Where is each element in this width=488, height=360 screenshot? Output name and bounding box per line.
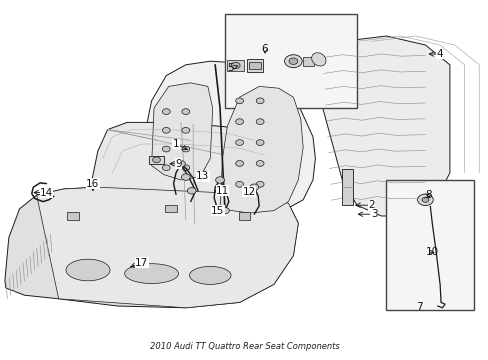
Text: 15: 15 (210, 206, 224, 216)
Polygon shape (5, 187, 298, 308)
Text: 17: 17 (135, 258, 148, 268)
Circle shape (162, 165, 170, 171)
Bar (67, 212, 79, 220)
Text: 12: 12 (242, 186, 256, 197)
Polygon shape (220, 86, 303, 213)
Text: 10: 10 (425, 247, 438, 257)
Circle shape (256, 98, 264, 104)
Bar (303, 57, 313, 66)
Circle shape (215, 177, 224, 183)
Bar (246, 59, 262, 72)
Circle shape (417, 194, 432, 206)
Text: 16: 16 (86, 179, 100, 189)
Circle shape (162, 146, 170, 152)
Circle shape (176, 161, 185, 167)
Ellipse shape (124, 264, 178, 284)
Polygon shape (90, 122, 283, 227)
Bar (165, 205, 177, 212)
Text: 5: 5 (227, 63, 234, 73)
Circle shape (284, 55, 302, 68)
Ellipse shape (189, 266, 231, 284)
Circle shape (181, 174, 190, 180)
Polygon shape (37, 187, 298, 308)
Circle shape (187, 188, 196, 194)
Text: 14: 14 (40, 188, 53, 198)
Circle shape (220, 207, 229, 214)
Circle shape (182, 109, 189, 114)
Text: 13: 13 (196, 171, 209, 181)
Bar (386, 180, 473, 310)
Circle shape (288, 58, 297, 64)
Bar (238, 212, 250, 220)
Circle shape (231, 62, 240, 69)
Circle shape (182, 127, 189, 133)
Circle shape (182, 165, 189, 171)
Text: 1: 1 (172, 139, 179, 149)
Text: 11: 11 (215, 186, 229, 196)
Text: 4: 4 (436, 49, 443, 59)
Text: 9: 9 (175, 159, 182, 169)
Text: 3: 3 (370, 209, 377, 219)
Bar (149, 156, 163, 164)
Text: 2: 2 (367, 200, 374, 210)
Circle shape (256, 119, 264, 125)
Circle shape (249, 184, 258, 190)
Circle shape (235, 181, 243, 187)
Circle shape (256, 181, 264, 187)
Bar (227, 60, 244, 71)
Circle shape (421, 197, 428, 202)
Bar (248, 62, 260, 69)
Text: 7: 7 (415, 302, 422, 312)
Circle shape (162, 109, 170, 114)
Bar (342, 169, 352, 205)
Polygon shape (151, 83, 212, 180)
Ellipse shape (66, 259, 110, 281)
Circle shape (235, 161, 243, 166)
Circle shape (235, 140, 243, 145)
Circle shape (152, 157, 160, 163)
Circle shape (256, 140, 264, 145)
Ellipse shape (311, 53, 325, 66)
Text: 8: 8 (425, 190, 431, 200)
Text: 6: 6 (261, 44, 268, 54)
Polygon shape (142, 61, 315, 218)
Text: 2010 Audi TT Quattro Rear Seat Components: 2010 Audi TT Quattro Rear Seat Component… (149, 342, 339, 351)
Circle shape (162, 127, 170, 133)
Circle shape (235, 98, 243, 104)
Polygon shape (312, 36, 449, 216)
Bar (224, 14, 356, 108)
Circle shape (256, 161, 264, 166)
Circle shape (235, 119, 243, 125)
Circle shape (182, 146, 189, 152)
